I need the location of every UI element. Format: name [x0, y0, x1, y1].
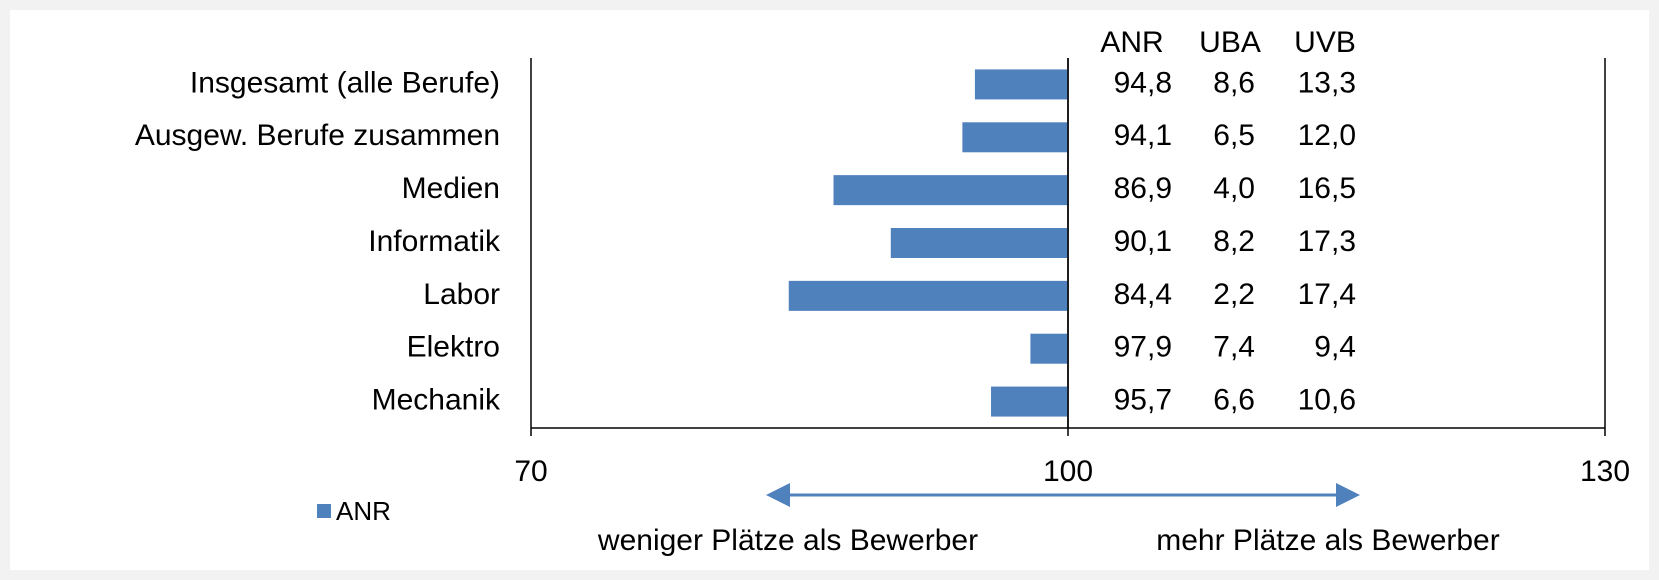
table-cell: 86,9	[1114, 172, 1172, 205]
table-cell: 17,3	[1298, 225, 1356, 258]
x-tick-label: 130	[1580, 455, 1630, 488]
table-cell: 90,1	[1114, 225, 1172, 258]
bar	[1030, 333, 1068, 364]
column-header: UBA	[1199, 26, 1261, 59]
bar	[833, 175, 1068, 206]
y-tick-label: Informatik	[368, 225, 501, 258]
table-cell: 12,0	[1298, 119, 1356, 152]
annotation: weniger Plätze als Bewerber	[597, 524, 978, 557]
table-cell: 7,4	[1213, 331, 1255, 364]
y-tick-label: Labor	[423, 278, 500, 311]
table-cell: 4,0	[1213, 172, 1255, 205]
y-tick-label: Insgesamt (alle Berufe)	[190, 66, 500, 99]
table-cell: 94,1	[1114, 119, 1172, 152]
table-cell: 94,8	[1114, 66, 1172, 99]
table-cell: 8,6	[1213, 66, 1255, 99]
table-cell: 2,2	[1213, 278, 1255, 311]
legend-label: ANR	[336, 496, 391, 526]
x-tick-label: 70	[514, 455, 547, 488]
bar	[974, 69, 1068, 100]
y-tick-label: Mechanik	[372, 383, 501, 416]
table-cell: 9,4	[1314, 331, 1356, 364]
table-cell: 6,6	[1213, 383, 1255, 416]
table-cell: 95,7	[1114, 383, 1172, 416]
table-cell: 6,5	[1213, 119, 1255, 152]
bar	[962, 122, 1068, 153]
column-header: UVB	[1294, 26, 1356, 59]
column-header: ANR	[1100, 26, 1163, 59]
x-tick-label: 100	[1043, 455, 1093, 488]
bar	[991, 386, 1068, 417]
table-cell: 10,6	[1298, 383, 1356, 416]
y-tick-label: Ausgew. Berufe zusammen	[135, 119, 500, 152]
y-tick-label: Elektro	[407, 331, 500, 364]
bar	[890, 228, 1068, 258]
table-cell: 17,4	[1298, 278, 1356, 311]
table-cell: 84,4	[1114, 278, 1172, 311]
y-tick-label: Medien	[402, 172, 500, 205]
table-cell: 97,9	[1114, 331, 1172, 364]
table-cell: 13,3	[1298, 66, 1356, 99]
legend-swatch	[317, 504, 331, 518]
bar	[788, 280, 1068, 311]
annotation: mehr Plätze als Bewerber	[1156, 524, 1499, 557]
table-cell: 8,2	[1213, 225, 1255, 258]
table-cell: 16,5	[1298, 172, 1356, 205]
